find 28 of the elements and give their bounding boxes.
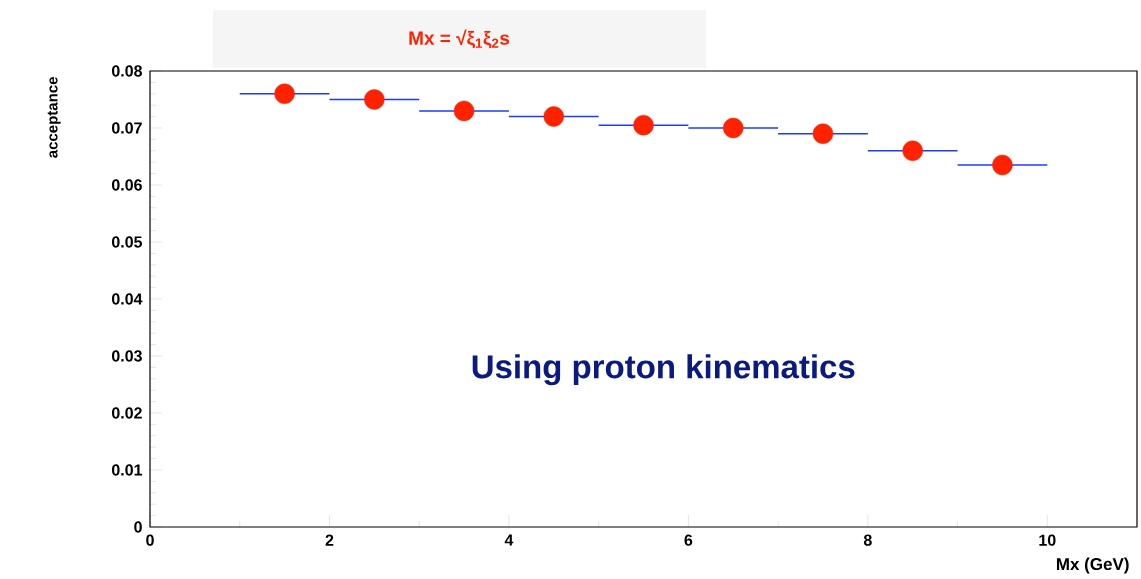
chart-title: Mx = √ξ$_{1}$ξ$_{2}$s bbox=[409, 29, 510, 49]
point bbox=[723, 117, 744, 139]
x-tick-label: 0 bbox=[146, 534, 154, 546]
y-tick-label: 0.05 bbox=[111, 236, 143, 248]
point bbox=[633, 114, 654, 136]
y-tick-label: 0.01 bbox=[111, 464, 143, 476]
y-tick-label: 0.07 bbox=[111, 122, 142, 134]
x-tick-label: 4 bbox=[504, 534, 514, 546]
point bbox=[453, 100, 475, 122]
x-axis-title: Mx (GeV) bbox=[1056, 557, 1129, 574]
point bbox=[364, 89, 385, 110]
y-axis-title: acceptance bbox=[47, 77, 61, 158]
x-tick-label: 10 bbox=[1039, 534, 1056, 546]
y-tick-label: 0.06 bbox=[111, 179, 142, 191]
point bbox=[812, 123, 834, 144]
point bbox=[992, 154, 1013, 176]
y-tick-label: 0.02 bbox=[111, 407, 142, 419]
x-tick-label: 6 bbox=[684, 534, 693, 546]
x-tick-label: 2 bbox=[325, 534, 334, 546]
y-tick-label: 0.04 bbox=[111, 293, 143, 305]
annotation: Using proton kinematics bbox=[472, 354, 855, 386]
point bbox=[902, 140, 923, 161]
point bbox=[543, 106, 564, 127]
y-tick-label: 0.03 bbox=[111, 350, 142, 362]
y-tick-label: 0.08 bbox=[111, 65, 142, 77]
y-tick-label: 0 bbox=[134, 521, 142, 533]
x-tick-label: 8 bbox=[863, 534, 872, 546]
point bbox=[274, 83, 295, 104]
